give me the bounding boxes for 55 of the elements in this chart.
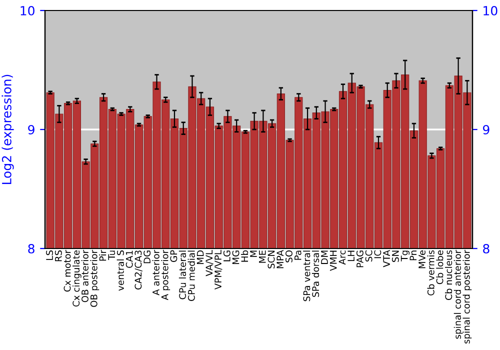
- x-tick-label: OB anterior: [81, 250, 88, 302]
- x-tick-label: CA1: [126, 250, 133, 268]
- x-tick-label: spinal cord anterior: [454, 250, 463, 339]
- y2-tick-label: 9: [483, 124, 490, 134]
- x-tick-label: Cb lobe: [436, 250, 444, 284]
- x-tick-label: ME: [259, 250, 266, 263]
- x-tick-label: CPu lateral: [178, 250, 186, 300]
- x-tick-label: M: [250, 250, 257, 257]
- x-tick-label: MPA: [276, 250, 284, 268]
- x-tick-label: SN: [392, 250, 399, 262]
- x-tick-label: A posterior: [161, 250, 170, 300]
- x-tick-label: VMH: [330, 250, 337, 271]
- y-tick-label: 8: [28, 244, 34, 254]
- x-tick-label: OB posterior: [90, 250, 100, 307]
- x-tick-label: Pa: [294, 250, 302, 260]
- x-tick-label: ventral S: [116, 250, 124, 291]
- x-tick-label: GP: [170, 250, 178, 262]
- x-tick-label: Arc: [338, 250, 346, 265]
- x-tick-label: CA2/CA3: [134, 250, 142, 290]
- y-tick-label: 9: [28, 124, 34, 134]
- x-tick-label: IC: [374, 250, 382, 258]
- x-tick-label: LG: [223, 250, 230, 262]
- x-tick-label: PAG: [356, 250, 364, 268]
- x-tick-label: VA/VL: [206, 250, 214, 276]
- x-tick-label: Cx cingulate: [72, 250, 82, 307]
- y2-tick-label: 10: [484, 6, 498, 16]
- x-tick-label: MVe: [418, 250, 426, 268]
- x-tick-label: LS: [46, 250, 53, 260]
- x-tick-label: LH: [348, 250, 354, 261]
- y2-tick-label: 8: [483, 244, 490, 254]
- x-tick-label: SCN: [268, 250, 275, 268]
- x-tick-label: MD: [196, 250, 204, 264]
- x-tick-label: Cb nucleus: [445, 250, 452, 300]
- x-tick-label: MG: [232, 250, 240, 264]
- x-tick-label: SPa dorsal: [312, 250, 320, 297]
- x-tick-label: Hb: [241, 250, 248, 262]
- y-tick-label: 10: [20, 6, 34, 16]
- x-tick-label: spinal cord posterior: [462, 250, 472, 344]
- x-tick-label: CPu medial: [188, 250, 195, 301]
- x-tick-label: Cb vermis: [427, 250, 434, 296]
- x-tick-label: VTA: [383, 250, 390, 268]
- x-tick-label: DG: [144, 250, 151, 264]
- x-tick-label: Pn: [410, 250, 416, 260]
- x-tick-label: SPa ventral: [303, 250, 310, 302]
- x-tick-label: Tg: [400, 250, 410, 262]
- x-tick-label: A anterior: [152, 250, 160, 296]
- x-tick-label: VPM/VPL: [214, 250, 222, 290]
- x-tick-label: RS: [54, 250, 62, 262]
- x-tick-label: SC: [365, 250, 372, 262]
- x-tick-label: SO: [286, 250, 292, 262]
- x-tick-label: Pir: [99, 250, 106, 261]
- y-axis-title: Log2 (expression): [2, 74, 14, 184]
- x-tick-label: DM: [321, 250, 328, 264]
- x-tick-label: Cx motor: [64, 250, 71, 292]
- x-tick-label: Tu: [108, 250, 116, 260]
